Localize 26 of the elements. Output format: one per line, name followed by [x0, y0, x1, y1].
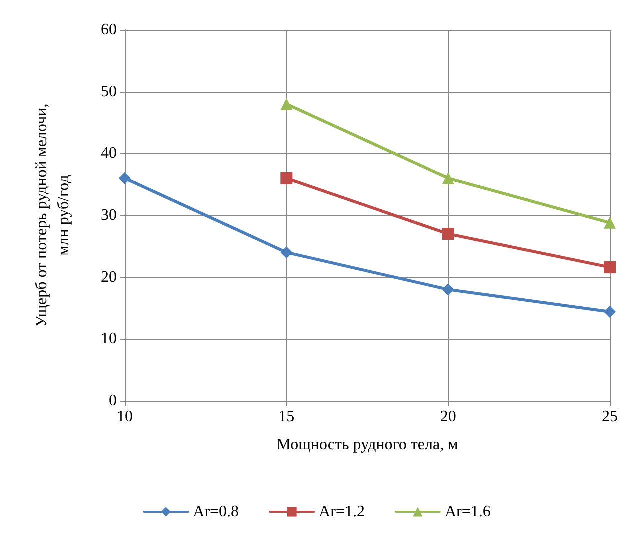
point: [604, 306, 616, 318]
legend-label: Ar=1.6: [444, 504, 491, 520]
point: [442, 284, 454, 296]
y-tick-label: 20: [101, 268, 117, 286]
x-axis-title: Мощность рудного тела, м: [276, 436, 458, 454]
x-tick-label: 15: [278, 408, 295, 426]
y-tick-label: 0: [109, 392, 117, 410]
legend-label: Ar=0.8: [193, 504, 240, 520]
point: [280, 172, 293, 184]
x-tick-label: 25: [602, 408, 618, 426]
point: [604, 261, 616, 274]
point: [604, 216, 616, 229]
y-axis-title: Ущерб от потерь рудной мелочи, млн руб/год: [34, 104, 72, 328]
x-tick-label: 20: [440, 408, 456, 426]
point: [442, 172, 454, 184]
y-tick-label: 30: [101, 207, 117, 224]
point: [442, 228, 454, 240]
y-tick-label: 50: [101, 83, 117, 100]
x-tick-label: 10: [117, 408, 133, 426]
point: [119, 172, 131, 184]
point: [280, 246, 293, 259]
legend-label: Ar=1.2: [319, 504, 365, 520]
point: [280, 98, 293, 110]
y-tick-label: 60: [101, 22, 117, 38]
y-tick-label: 40: [101, 145, 117, 162]
y-tick-label: 10: [101, 330, 117, 348]
